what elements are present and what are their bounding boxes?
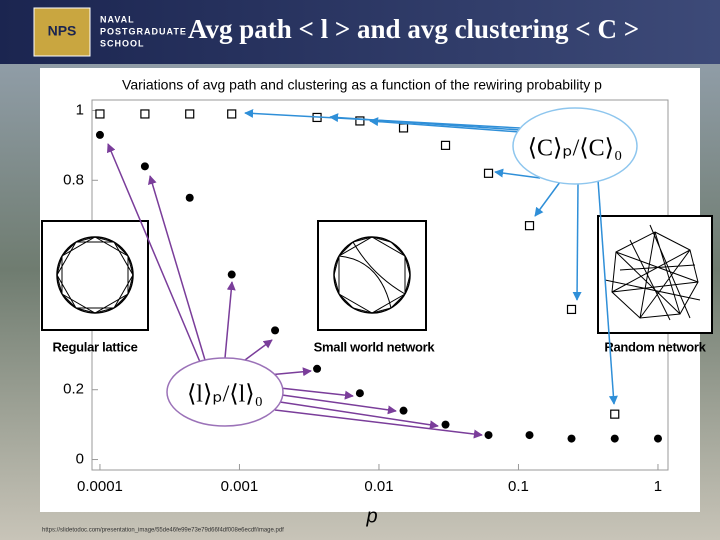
circle-point <box>525 431 534 440</box>
circle-point <box>95 130 104 139</box>
circle-point <box>355 389 364 398</box>
source-url: https://slidetodoc.com/presentation_imag… <box>42 528 284 534</box>
logo-mark: NPS <box>48 23 77 39</box>
logo-line: NAVAL <box>100 14 135 24</box>
x-axis-label: p <box>365 505 377 527</box>
slide-title: Avg path < l > and avg clustering < C > <box>188 14 639 44</box>
x-tick-label: 1 <box>654 478 662 495</box>
inset-small-world <box>317 220 427 331</box>
y-tick-label: 0.8 <box>63 171 84 188</box>
x-tick-label: 0.1 <box>508 478 529 495</box>
square-point <box>566 304 577 315</box>
circle-point <box>271 326 280 335</box>
circle-point <box>227 270 236 279</box>
square-point <box>483 168 494 178</box>
x-tick-label: 0.0001 <box>77 478 123 495</box>
inset-label: Small world network <box>314 339 436 354</box>
circle-point <box>610 434 619 443</box>
circle-point <box>185 193 194 202</box>
y-tick-label: 1 <box>76 101 84 118</box>
square-point <box>140 109 150 119</box>
inset-random <box>597 215 713 334</box>
circle-point <box>567 434 576 443</box>
logo-line: POSTGRADUATE <box>100 26 187 36</box>
callout-arrows-c <box>244 108 618 405</box>
square-point <box>185 109 195 119</box>
square-point <box>227 109 237 119</box>
circle-point <box>484 431 493 440</box>
circle-point <box>653 434 662 443</box>
callout-c <box>512 107 638 185</box>
circle-point <box>313 364 322 373</box>
square-point <box>398 123 409 133</box>
header-bar <box>0 0 720 64</box>
square-point <box>524 221 535 231</box>
inset-regular <box>41 220 149 331</box>
circle-point <box>441 420 450 429</box>
logo-crest <box>33 7 91 57</box>
plot: 0 0.2 0.8 1 0.0001 0.001 0.01 0.1 1 <box>63 101 662 495</box>
callout-l <box>166 357 284 427</box>
square-point <box>610 409 620 419</box>
y-tick-label: 0 <box>76 450 84 467</box>
x-tick-label: 0.001 <box>221 478 259 495</box>
series-label: ⟨l⟩ₚ/⟨l⟩₀ <box>187 382 263 408</box>
series-label: ⟨C⟩ₚ/⟨C⟩₀ <box>528 136 623 162</box>
chart-subtitle: Variations of avg path and clustering as… <box>122 77 602 93</box>
circle-point <box>140 162 149 171</box>
square-point <box>95 109 105 119</box>
inset-label: Random network <box>604 339 706 354</box>
inset-label: Regular lattice <box>52 339 137 354</box>
square-point <box>355 116 365 126</box>
circle-point <box>399 406 408 415</box>
x-tick-label: 0.01 <box>364 478 393 495</box>
square-point <box>440 140 451 150</box>
logo-line: SCHOOL <box>100 38 145 48</box>
callout-arrows-l <box>107 143 483 439</box>
y-tick-label: 0.2 <box>63 381 84 398</box>
